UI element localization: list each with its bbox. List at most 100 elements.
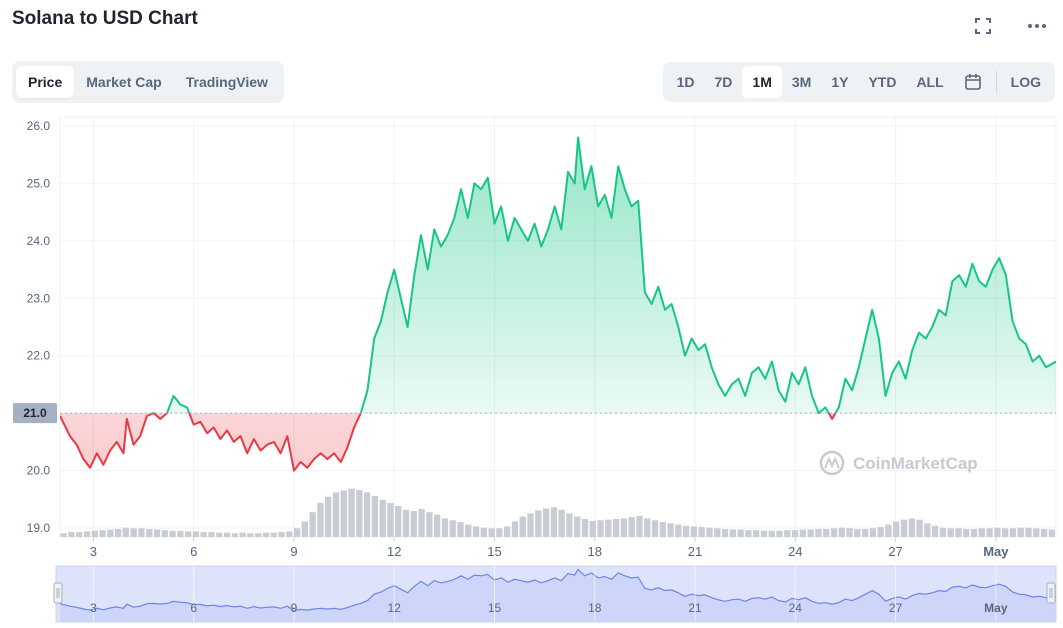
navigator-tick-label: 3	[90, 601, 97, 615]
navigator-handle-left[interactable]	[53, 582, 63, 604]
volume-bar	[293, 528, 301, 537]
volume-bar	[869, 528, 877, 537]
volume-bar	[729, 529, 736, 537]
volume-bar	[589, 520, 596, 537]
price-line-up	[150, 136, 1057, 414]
volume-bar	[1048, 529, 1055, 537]
range-7d[interactable]: 7D	[714, 74, 733, 90]
volume-bar	[900, 519, 908, 537]
navigator-window	[55, 565, 1057, 623]
volume-bar	[714, 528, 721, 537]
volume-bar	[799, 529, 806, 537]
volume-bar	[760, 530, 768, 537]
range-3m[interactable]: 3M	[791, 74, 812, 90]
volume-bar	[286, 531, 293, 537]
volume-bar	[675, 524, 682, 537]
volume-bar	[239, 532, 246, 537]
volume-bar	[138, 528, 145, 537]
volume-bar	[153, 529, 161, 537]
range-all[interactable]: ALL	[916, 74, 944, 90]
volume-bar	[706, 527, 713, 537]
tab-market-cap[interactable]: Market Cap	[86, 74, 162, 90]
volume-bar	[978, 528, 985, 537]
volume-bar	[620, 518, 628, 537]
volume-bar	[185, 531, 192, 537]
top-actions	[971, 14, 1049, 38]
volume-bar	[449, 520, 456, 537]
volume-bar	[558, 509, 565, 537]
volume-bar	[200, 532, 207, 537]
y-tick-label: 26.0	[27, 119, 51, 133]
tab-tradingview[interactable]: TradingView	[185, 74, 268, 90]
x-tick-label: 15	[487, 544, 501, 559]
plot-border	[59, 116, 1057, 538]
calendar-icon[interactable]	[954, 66, 992, 98]
x-tick-label: 21	[688, 544, 702, 559]
tab-price[interactable]: Price	[16, 66, 75, 98]
volume-bar	[932, 525, 939, 537]
log-toggle[interactable]: LOG	[1010, 74, 1041, 90]
volume-bar	[216, 532, 223, 537]
volume-bar	[861, 528, 869, 537]
volume-bar	[667, 523, 674, 537]
x-tick-label: 24	[788, 544, 802, 559]
range-navigator: 3 6 9 12 15 18 21 24 27 May	[53, 565, 1057, 623]
volume-bar	[597, 520, 604, 537]
y-tick-label: 21.0	[27, 406, 51, 420]
navigator-tick-label: May	[984, 601, 1008, 615]
volume-bar	[683, 525, 690, 537]
volume-bar	[581, 519, 589, 537]
range-1y[interactable]: 1Y	[831, 74, 849, 90]
range-ytd[interactable]: YTD	[868, 74, 897, 90]
volume-bar	[784, 530, 791, 537]
volume-bar	[885, 524, 892, 537]
range-tabs: 1D 7D 1M 3M 1Y YTD ALL LOG	[662, 62, 1055, 102]
volume-bar	[107, 529, 114, 537]
more-icon[interactable]	[1025, 14, 1049, 38]
navigator-tick-label: 18	[588, 601, 602, 615]
volume-bar	[659, 522, 666, 537]
volume-bar	[177, 530, 184, 537]
volume-bar	[301, 521, 308, 537]
chart-type-tabs: Price Market Cap TradingView	[12, 61, 284, 103]
page-title: Solana to USD Chart	[12, 8, 198, 29]
volume-bar	[192, 531, 200, 537]
volume-bar	[1033, 528, 1040, 537]
baseline-label: 21.0	[23, 406, 47, 420]
volume-bar	[745, 530, 752, 537]
price-line-down	[60, 413, 837, 472]
volume-bar	[651, 520, 659, 537]
volume-bar	[628, 517, 635, 537]
volume-bar	[574, 516, 581, 537]
volume-bar	[893, 521, 900, 537]
range-1d[interactable]: 1D	[676, 74, 695, 90]
volume-bar	[356, 489, 363, 537]
volume-bar	[332, 492, 340, 537]
volume-bar	[791, 530, 799, 537]
volume-bar	[605, 519, 612, 537]
volume-bar	[550, 507, 557, 537]
y-tick-label: 20.0	[27, 464, 51, 478]
volume-bar	[698, 527, 705, 537]
y-tick-label: 24.0	[27, 234, 51, 248]
area-above-baseline	[153, 137, 1056, 414]
range-1m[interactable]: 1M	[742, 66, 782, 98]
navigator-line	[59, 568, 1057, 612]
volume-bar	[838, 527, 845, 537]
volume-bar	[262, 532, 270, 537]
navigator-handle-right[interactable]	[1046, 582, 1056, 604]
volume-bar	[472, 526, 480, 537]
volume-bar	[465, 524, 472, 537]
volume-bars	[60, 488, 1055, 537]
volume-bar	[363, 492, 371, 537]
volume-bar	[916, 519, 923, 537]
navigator-tick-label: 9	[291, 601, 298, 615]
volume-bar	[371, 496, 379, 537]
volume-bar	[379, 499, 386, 537]
volume-bar	[255, 533, 262, 537]
volume-bar	[231, 533, 238, 537]
volume-bar	[823, 528, 830, 537]
volume-bar	[877, 527, 884, 537]
baseline: 21.0	[13, 403, 1056, 424]
fullscreen-icon[interactable]	[971, 14, 995, 38]
